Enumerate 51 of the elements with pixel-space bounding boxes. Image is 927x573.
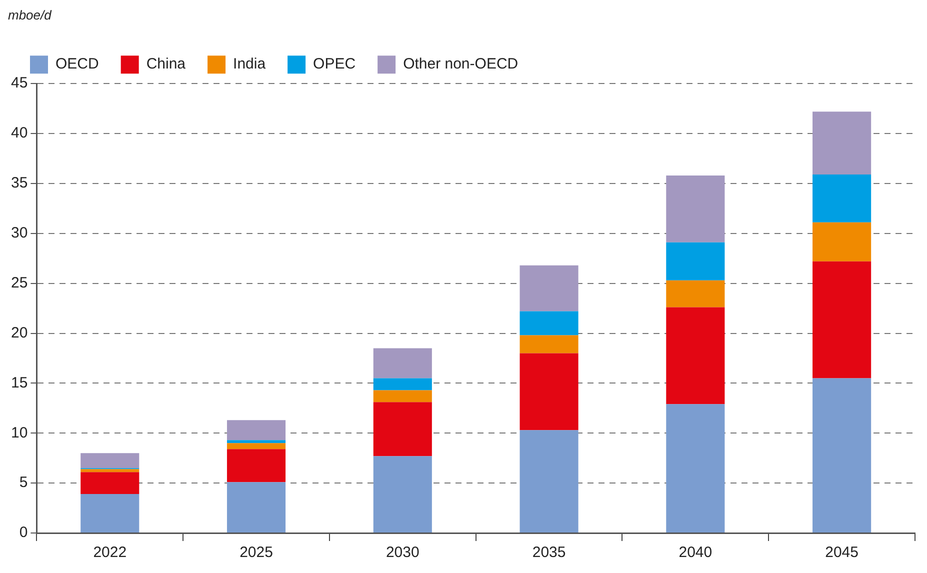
y-tick-label: 30 xyxy=(10,224,28,242)
bar xyxy=(80,469,140,472)
x-tick-label: 2035 xyxy=(532,544,566,562)
bar xyxy=(226,443,286,450)
y-tick-label: 25 xyxy=(10,274,28,292)
bar xyxy=(80,494,140,532)
bar xyxy=(373,456,432,532)
bar xyxy=(812,378,872,532)
bar xyxy=(666,307,725,404)
legend-label: China xyxy=(146,56,186,73)
y-tick-label: 40 xyxy=(10,124,28,142)
bar xyxy=(226,440,286,444)
y-tick-label: 5 xyxy=(19,474,28,492)
y-axis-title: mboe/d xyxy=(8,7,52,22)
bar xyxy=(226,482,286,532)
y-tick-label: 0 xyxy=(19,524,28,542)
bar xyxy=(520,353,578,430)
y-tick-label: 45 xyxy=(10,74,28,92)
bar xyxy=(520,311,578,336)
legend-label: Other non-OECD xyxy=(403,56,518,73)
bar xyxy=(666,404,725,532)
bar xyxy=(666,280,725,308)
bar xyxy=(520,335,578,354)
y-tick-label: 10 xyxy=(10,424,28,442)
bar xyxy=(520,265,578,312)
bar xyxy=(812,174,872,222)
y-tick-label: 35 xyxy=(10,174,28,192)
y-tick-label: 20 xyxy=(10,324,28,342)
bar xyxy=(812,261,872,378)
bar xyxy=(226,420,286,440)
bar xyxy=(666,242,725,280)
x-tick-label: 2025 xyxy=(240,544,273,562)
legend-label: OPEC xyxy=(313,56,356,73)
legend-label: OECD xyxy=(56,56,100,73)
bar xyxy=(373,402,432,456)
bar xyxy=(80,453,140,468)
bar xyxy=(812,222,872,262)
bar xyxy=(812,112,872,174)
bar xyxy=(373,348,432,378)
bar xyxy=(666,175,725,242)
bar xyxy=(373,378,432,390)
y-tick-label: 15 xyxy=(10,374,28,392)
x-tick-label: 2022 xyxy=(93,544,127,562)
x-tick-label: 2045 xyxy=(825,544,858,562)
x-tick-label: 2030 xyxy=(386,544,420,562)
legend-label: India xyxy=(233,56,266,73)
x-tick-label: 2040 xyxy=(678,544,712,562)
bar xyxy=(226,449,286,482)
bar xyxy=(80,472,140,494)
bar xyxy=(520,430,578,532)
bar xyxy=(373,390,432,402)
